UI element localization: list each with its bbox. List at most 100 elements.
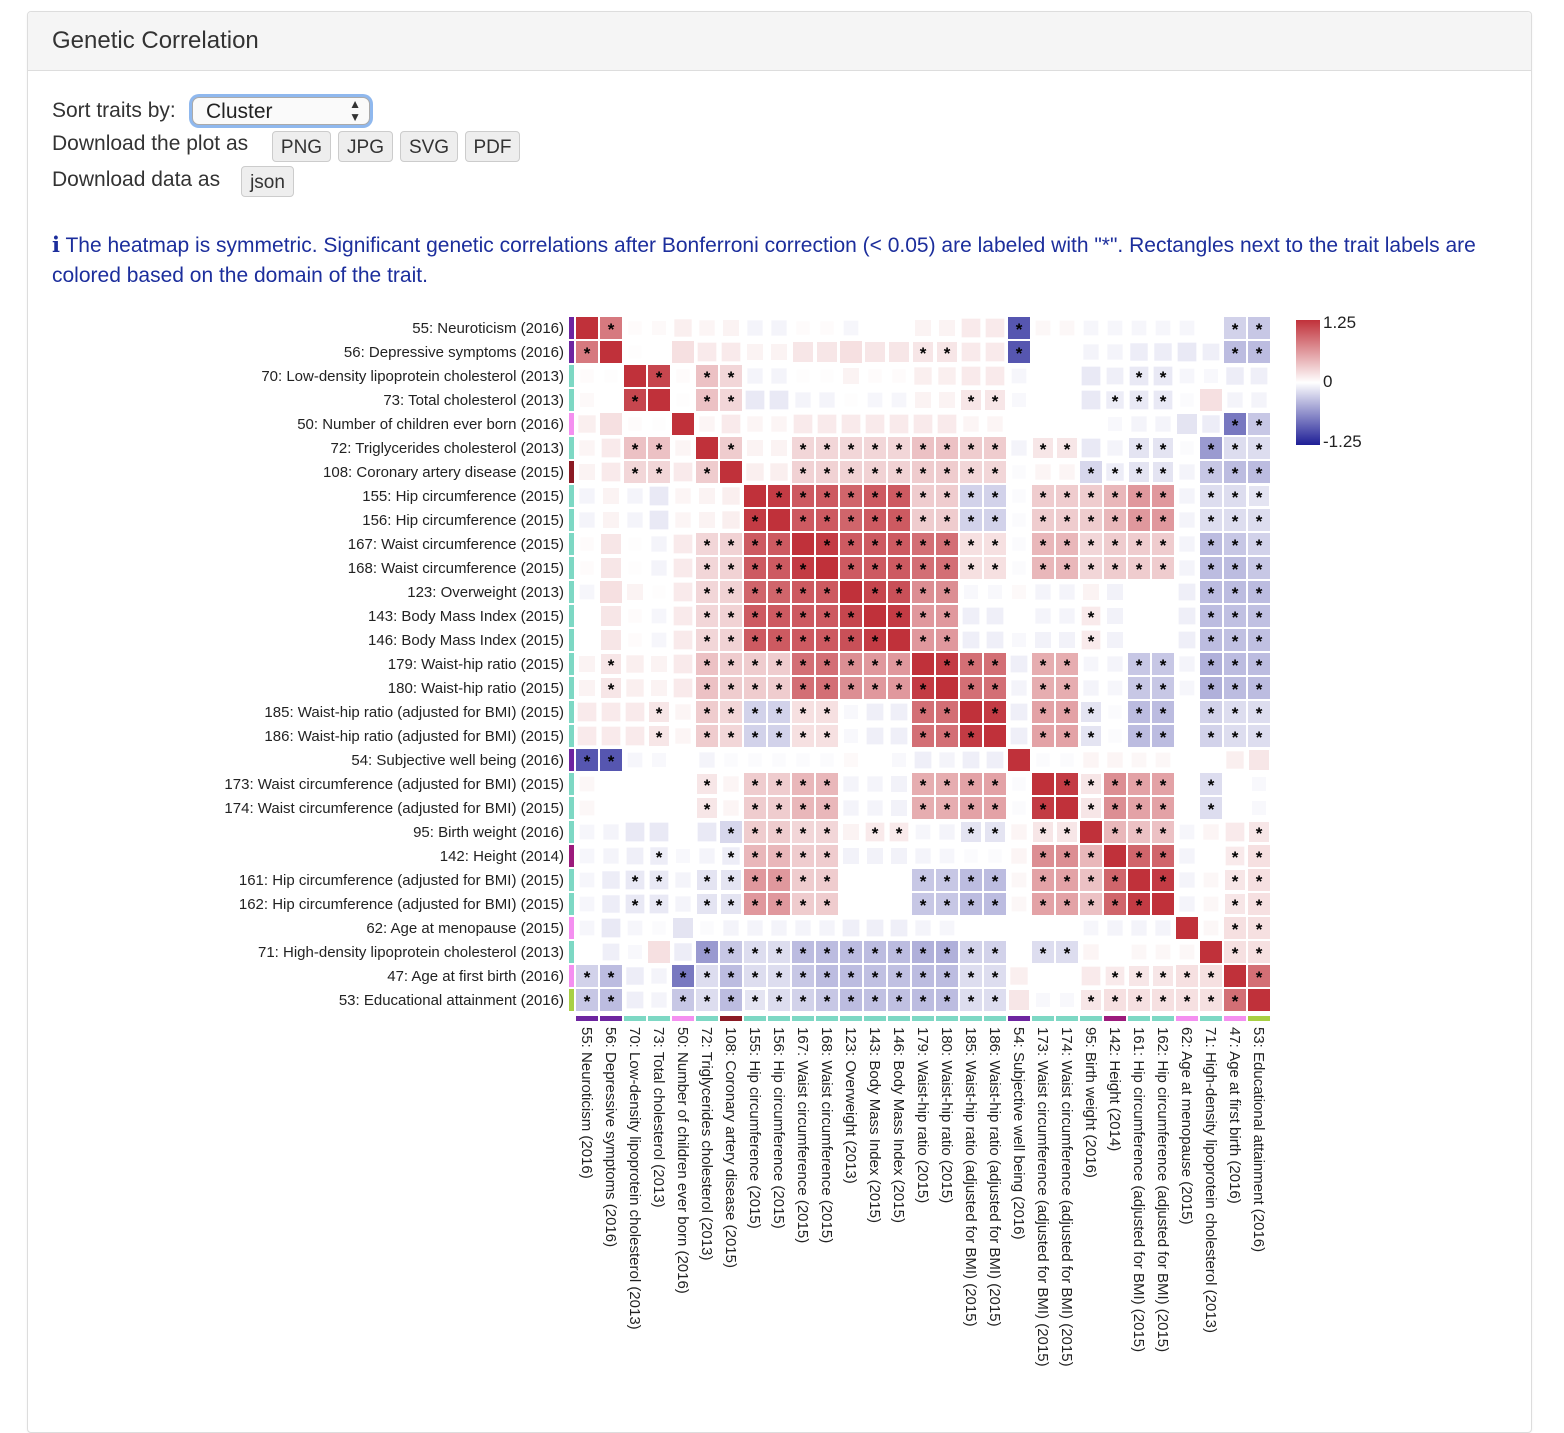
heatmap-cell [601,438,621,458]
significance-star: * [1232,728,1239,747]
significance-star: * [992,440,999,459]
heatmap-cell [1056,725,1078,747]
significance-star: * [1256,920,1263,939]
significance-star: * [752,512,759,531]
significance-star: * [992,776,999,795]
heatmap-cell [842,919,860,937]
heatmap-cell [602,487,620,505]
column-trait-label: 123: Overweight (2013) [842,1027,859,1184]
heatmap-cell [936,533,958,555]
heatmap-cell [912,533,934,555]
significance-star: * [944,800,951,819]
significance-star: * [1232,872,1239,891]
significance-star: * [1112,560,1119,579]
significance-star: * [1160,776,1167,795]
heatmap-cell [843,776,859,792]
heatmap-cell [1011,632,1027,648]
row-domain-marker [569,869,574,891]
significance-star: * [752,728,759,747]
heatmap-cell [1083,320,1099,336]
significance-star: * [1064,728,1071,747]
heatmap-cell [651,560,667,576]
heatmap-cell [936,653,958,675]
significance-star: * [800,464,807,483]
heatmap-cell [602,943,620,961]
heatmap-cell [984,869,1006,891]
significance-star: * [848,680,855,699]
heatmap-cell [844,873,858,887]
heatmap-cell [936,797,958,819]
sort-traits-select[interactable]: Cluster ▲ ▼ [192,97,370,125]
download-json-button[interactable]: json [241,166,294,197]
significance-star: * [824,440,831,459]
heatmap-cell [868,369,882,383]
heatmap-cell [960,653,982,675]
column-domain-marker [768,1016,790,1021]
heatmap-cell [939,752,955,768]
heatmap-cell [744,701,766,723]
heatmap-cell [1248,965,1270,987]
heatmap-cell [699,752,715,768]
heatmap-cell [580,369,594,383]
heatmap-cell [601,726,621,746]
significance-star: * [1232,584,1239,603]
heatmap-cell [1012,465,1026,479]
significance-star: * [1160,656,1167,675]
heatmap-cell [1200,773,1222,795]
heatmap-cell [624,365,646,387]
heatmap-cell [986,751,1004,769]
download-jpg-button[interactable]: JPG [338,131,393,162]
heatmap-cell [696,941,718,963]
heatmap-cell [984,965,1006,987]
significance-star: * [704,992,711,1011]
heatmap-cell [1056,701,1078,723]
heatmap-cell [888,509,910,531]
download-png-button[interactable]: PNG [272,131,331,162]
heatmap-cell [960,869,982,891]
column-domain-marker [840,1016,862,1021]
heatmap-cell [1224,677,1246,699]
heatmap-cell [1035,320,1051,336]
row-trait-label: 173: Waist circumference (adjusted for B… [224,776,564,793]
heatmap-cell [627,944,643,960]
significance-star: * [1016,320,1023,339]
heatmap-cell [1131,416,1147,432]
heatmap-cell [1203,920,1219,936]
heatmap-cell [868,897,882,911]
heatmap-cell [1155,944,1171,960]
download-pdf-button[interactable]: PDF [465,131,520,162]
heatmap-cell [1248,869,1270,891]
significance-star: * [704,464,711,483]
legend-max-label: 1.25 [1323,313,1356,332]
heatmap-cell [888,989,910,1011]
heatmap-cell [843,704,859,720]
heatmap-cell [720,941,742,963]
significance-star: * [728,440,735,459]
heatmap-cell [1180,393,1194,407]
heatmap-cell [866,847,884,865]
column-trait-label: 174: Waist circumference (adjusted for B… [1058,1027,1075,1367]
significance-star: * [728,992,735,1011]
heatmap-cell [1080,725,1102,747]
heatmap-cell [1056,941,1078,963]
significance-star: * [776,488,783,507]
heatmap-cell [604,777,618,791]
significance-star: * [1208,776,1215,795]
download-svg-button[interactable]: SVG [400,131,458,162]
heatmap-cell [1128,461,1150,483]
heatmap-cell [696,653,718,675]
heatmap-cell [674,319,692,337]
significance-star: * [1088,704,1095,723]
heatmap-cell [1129,366,1149,386]
significance-star: * [1064,896,1071,915]
heatmap-cell [744,653,766,675]
significance-star: * [1136,896,1143,915]
heatmap-cell [844,897,858,911]
significance-star: * [872,824,879,843]
heatmap-cell [1080,509,1102,531]
significance-star: * [752,680,759,699]
column-domain-marker [1080,1016,1102,1021]
heatmap-cell [1176,989,1198,1011]
significance-star: * [920,704,927,723]
significance-star: * [608,752,615,771]
